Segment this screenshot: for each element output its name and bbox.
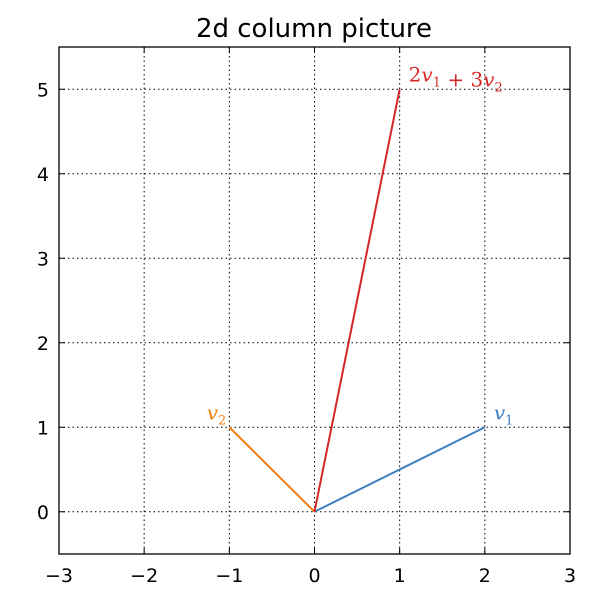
- series-label: v1: [494, 400, 514, 428]
- x-tick-label: −2: [130, 565, 158, 587]
- x-tick-label: −1: [215, 565, 243, 587]
- series-lines: [228, 89, 486, 513]
- axis-ticks: −3 −2 −1 0 1 2 3 0 1 2 3 4 5: [37, 47, 576, 587]
- chart-title: 2d column picture: [196, 14, 432, 44]
- y-tick-label: 0: [37, 502, 49, 524]
- series-label: v2: [207, 400, 227, 428]
- x-tick-label: 0: [308, 565, 320, 587]
- y-tick-label: 1: [37, 417, 49, 439]
- series-line: [314, 426, 486, 513]
- y-tick-label: 2: [37, 333, 49, 355]
- y-tick-label: 3: [37, 248, 49, 270]
- x-tick-label: −3: [45, 565, 73, 587]
- series-labels: v1 v2 2v1 + 3v2: [207, 62, 514, 428]
- y-tick-label: 5: [37, 79, 49, 101]
- series-line: [313, 89, 401, 512]
- x-tick-label: 3: [564, 565, 576, 587]
- x-tick-label: 1: [394, 565, 406, 587]
- plot-frame: [58, 46, 571, 555]
- series-label: 2v1 + 3v2: [409, 62, 503, 95]
- series-line: [228, 426, 316, 513]
- y-tick-label: 4: [37, 164, 49, 186]
- x-tick-label: 2: [479, 565, 491, 587]
- grid: [58, 47, 571, 554]
